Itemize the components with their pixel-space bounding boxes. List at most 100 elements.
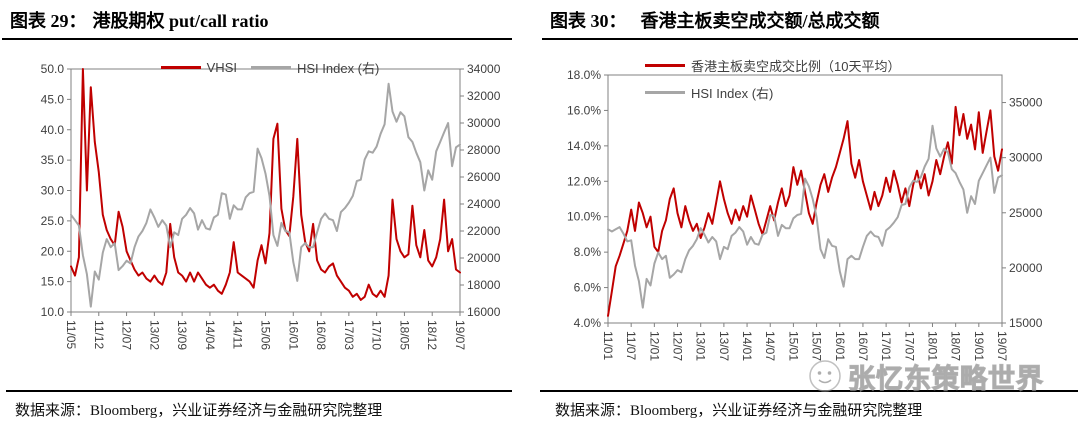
y-right-axis-label: 18000 xyxy=(467,278,501,292)
chart-30-title: 图表 30： 香港主板卖空成交额/总成交额 xyxy=(550,7,880,33)
x-axis-label: 14/11 xyxy=(231,320,245,349)
x-axis-label: 16/08 xyxy=(314,320,328,350)
legend-label: VHSI xyxy=(206,60,237,75)
x-axis-label: 11/01 xyxy=(601,331,615,360)
x-axis-label: 13/07 xyxy=(717,331,731,361)
x-axis-label: 18/12 xyxy=(425,320,439,350)
y-left-axis-label: 45.0 xyxy=(41,92,65,106)
y-right-axis-label: 25000 xyxy=(1009,206,1043,220)
plot-border xyxy=(607,74,1003,324)
x-axis-label: 18/01 xyxy=(925,331,939,361)
series-line-1 xyxy=(607,124,1003,309)
x-axis-label: 18/05 xyxy=(397,320,411,350)
y-right-axis-label: 34000 xyxy=(467,62,501,76)
chart-29-source: 数据来源：Bloomberg，兴业证券经济与金融研究院整理 xyxy=(15,403,383,419)
hsi-line-swatch xyxy=(645,91,685,94)
chart-30-source: 数据来源：Bloomberg，兴业证券经济与金融研究院整理 xyxy=(555,403,923,419)
series-line-1 xyxy=(70,82,461,308)
y-left-axis-label: 15.0 xyxy=(41,275,65,289)
y-left-axis-label: 50.0 xyxy=(41,62,65,76)
y-right-axis-label: 24000 xyxy=(467,197,501,211)
hsi-line-swatch xyxy=(250,66,291,69)
chart-panel-left: 图表 29： 港股期权 put/call ratio 50.0 45.0 40.0 35… xyxy=(2,7,512,419)
y-left-axis-label: 20.0 xyxy=(41,244,65,258)
chart-29-title-prefix: 图表 29： xyxy=(10,11,87,31)
y-right-axis-label: 15000 xyxy=(1009,316,1043,330)
legend-item-vhsi: VHSI xyxy=(160,60,237,75)
x-axis-label: 14/01 xyxy=(740,331,754,361)
legend-item-short-ratio: 香港主板卖空成交比例（10天平均） xyxy=(645,56,900,75)
title-divider xyxy=(2,38,512,40)
chart-29-canvas: 50.0 45.0 40.0 35.0 30.0 25.0 20.0 15.0 10.0 3400… xyxy=(41,62,501,350)
legend-item-hsi: HSI Index (右) xyxy=(645,83,773,102)
y-left-axis-label: 12.0% xyxy=(567,174,601,188)
x-axis-label: 15/07 xyxy=(810,331,824,361)
x-axis-label: 15/06 xyxy=(259,320,273,350)
x-axis-label: 17/03 xyxy=(342,320,356,350)
x-axis-label: 19/01 xyxy=(972,331,986,361)
x-axis-label: 17/01 xyxy=(879,331,893,361)
x-axis-label: 16/07 xyxy=(856,331,870,361)
legend-label: 香港主板卖空成交比例（10天平均） xyxy=(691,59,901,74)
y-left-axis-label: 16.0% xyxy=(567,103,601,117)
y-right-axis-label: 30000 xyxy=(1009,151,1043,165)
x-axis-label: 17/10 xyxy=(370,320,384,350)
y-right-axis-label: 30000 xyxy=(467,116,501,130)
chart-30-canvas: 18.0% 16.0% 14.0% 12.0% 10.0% 8.0% 6.0% 4.0% 350… xyxy=(567,68,1043,361)
x-axis-label: 14/04 xyxy=(203,320,217,350)
chart-panel-right: 图表 30： 香港主板卖空成交额/总成交额 18.0% 16.0% 14.0% 12.0… xyxy=(540,0,1080,431)
y-left-axis-label: 40.0 xyxy=(41,123,65,137)
y-left-axis-label: 10.0% xyxy=(567,210,601,224)
x-axis-label: 18/07 xyxy=(949,331,963,361)
x-axis-label: 17/07 xyxy=(902,331,916,361)
y-left-axis-label: 6.0% xyxy=(574,281,602,295)
short-ratio-line-swatch xyxy=(645,64,685,67)
x-axis-label: 16/01 xyxy=(833,331,847,361)
y-left-axis-label: 25.0 xyxy=(41,214,65,228)
footer-divider xyxy=(540,390,1078,392)
y-left-axis-label: 35.0 xyxy=(41,153,65,167)
x-axis-label: 13/01 xyxy=(694,331,708,361)
x-axis-label: 15/01 xyxy=(786,331,800,361)
chart-29-legend: VHSI HSI Index (右) xyxy=(90,58,450,77)
y-right-axis-label: 32000 xyxy=(467,89,501,103)
x-axis-label: 11/05 xyxy=(64,320,78,349)
y-right-axis-label: 20000 xyxy=(1009,261,1043,275)
y-left-axis-label: 14.0% xyxy=(567,139,601,153)
legend-item-hsi: HSI Index (右) xyxy=(250,58,380,77)
x-axis-label: 13/09 xyxy=(175,320,189,350)
legend-label: HSI Index (右) xyxy=(691,86,774,101)
x-axis-label: 13/02 xyxy=(147,320,161,350)
y-left-axis-label: 18.0% xyxy=(567,68,601,82)
x-axis-label: 19/07 xyxy=(995,331,1009,361)
x-axis-label: 11/12 xyxy=(92,320,106,349)
x-axis-label: 12/07 xyxy=(120,320,134,350)
y-left-axis-label: 10.0 xyxy=(41,305,65,319)
y-left-axis-label: 8.0% xyxy=(574,245,602,259)
y-right-axis-label: 22000 xyxy=(467,224,501,238)
y-left-axis-label: 30.0 xyxy=(41,184,65,198)
y-right-axis-label: 16000 xyxy=(467,305,501,319)
chart-30-title-prefix: 图表 30： xyxy=(550,11,627,31)
y-right-axis-label: 28000 xyxy=(467,143,501,157)
x-axis-label: 14/07 xyxy=(763,331,777,361)
vhsi-line-swatch xyxy=(160,66,201,69)
chart-29-title: 图表 29： 港股期权 put/call ratio xyxy=(10,7,269,33)
legend-label: HSI Index (右) xyxy=(296,61,380,76)
x-axis-label: 16/01 xyxy=(286,320,300,350)
x-axis-label: 12/01 xyxy=(647,331,661,361)
x-axis-label: 12/07 xyxy=(671,331,685,361)
x-axis-label: 11/07 xyxy=(624,331,638,360)
footer-divider xyxy=(6,390,512,392)
x-axis-label: 19/07 xyxy=(453,320,467,350)
title-divider xyxy=(542,38,1078,40)
chart-29-title-text: 港股期权 put/call ratio xyxy=(92,11,269,31)
y-right-axis-label: 35000 xyxy=(1009,96,1043,110)
y-left-axis-label: 4.0% xyxy=(574,316,602,330)
series-line-0 xyxy=(70,68,461,301)
chart-30-legend-row-2: HSI Index (右) xyxy=(645,83,773,102)
chart-30-title-text: 香港主板卖空成交额/总成交额 xyxy=(640,11,880,31)
chart-30-legend-row-1: 香港主板卖空成交比例（10天平均） xyxy=(645,56,900,75)
series-line-0 xyxy=(607,105,1003,317)
